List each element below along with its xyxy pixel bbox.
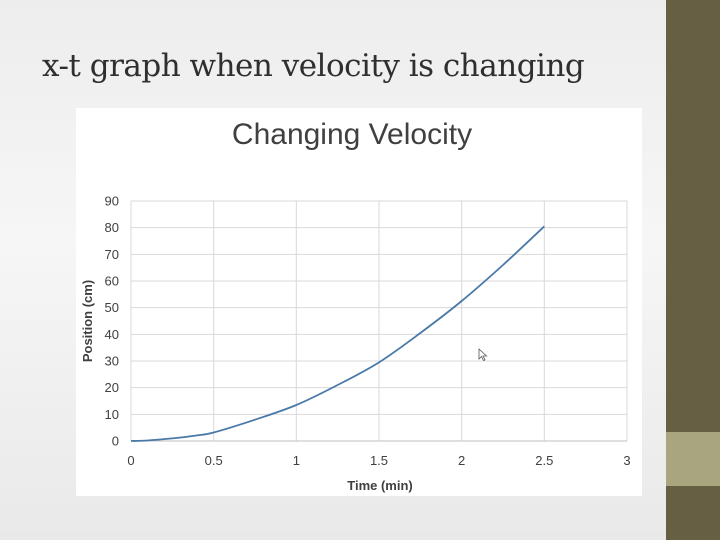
- sidebar-accent-block: [666, 432, 720, 486]
- slide-title: x-t graph when velocity is changing: [42, 48, 585, 84]
- x-tick-label: 0: [127, 453, 134, 468]
- x-tick-label: 0.5: [205, 453, 223, 468]
- chart-title: Changing Velocity: [232, 118, 472, 151]
- x-axis-label: Time (min): [347, 478, 413, 493]
- grid-lines: [130, 200, 628, 442]
- y-tick-label: 30: [105, 354, 119, 369]
- y-axis-label: Position (cm): [80, 280, 95, 362]
- mouse-pointer-icon: [478, 348, 488, 362]
- x-tick-label: 1: [293, 453, 300, 468]
- y-tick-label: 0: [112, 434, 119, 449]
- y-tick-label: 50: [105, 300, 119, 315]
- y-tick-label: 40: [105, 327, 119, 342]
- series-layer: [130, 225, 545, 442]
- y-tick-label: 80: [105, 220, 119, 235]
- changing-velocity-chart: Changing Velocity 0 10 20 30 40 50 60 70 80 90 0 0.…: [80, 118, 631, 493]
- tick-labels: 0 10 20 30 40 50 60 70 80 90 0 0.5 1 1.5 2 2.5 3: [105, 194, 631, 469]
- x-tick-label: 2: [458, 453, 465, 468]
- y-tick-label: 70: [105, 247, 119, 262]
- series-line: [130, 225, 545, 442]
- y-tick-label: 90: [105, 194, 119, 209]
- y-tick-label: 20: [105, 380, 119, 395]
- x-tick-label: 1.5: [370, 453, 388, 468]
- x-tick-label: 2.5: [535, 453, 553, 468]
- x-tick-label: 3: [623, 453, 630, 468]
- y-tick-label: 10: [105, 407, 119, 422]
- chart-container: Changing Velocity 0 10 20 30 40 50 60 70 80 90 0 0.…: [76, 108, 642, 496]
- y-tick-label: 60: [105, 274, 119, 289]
